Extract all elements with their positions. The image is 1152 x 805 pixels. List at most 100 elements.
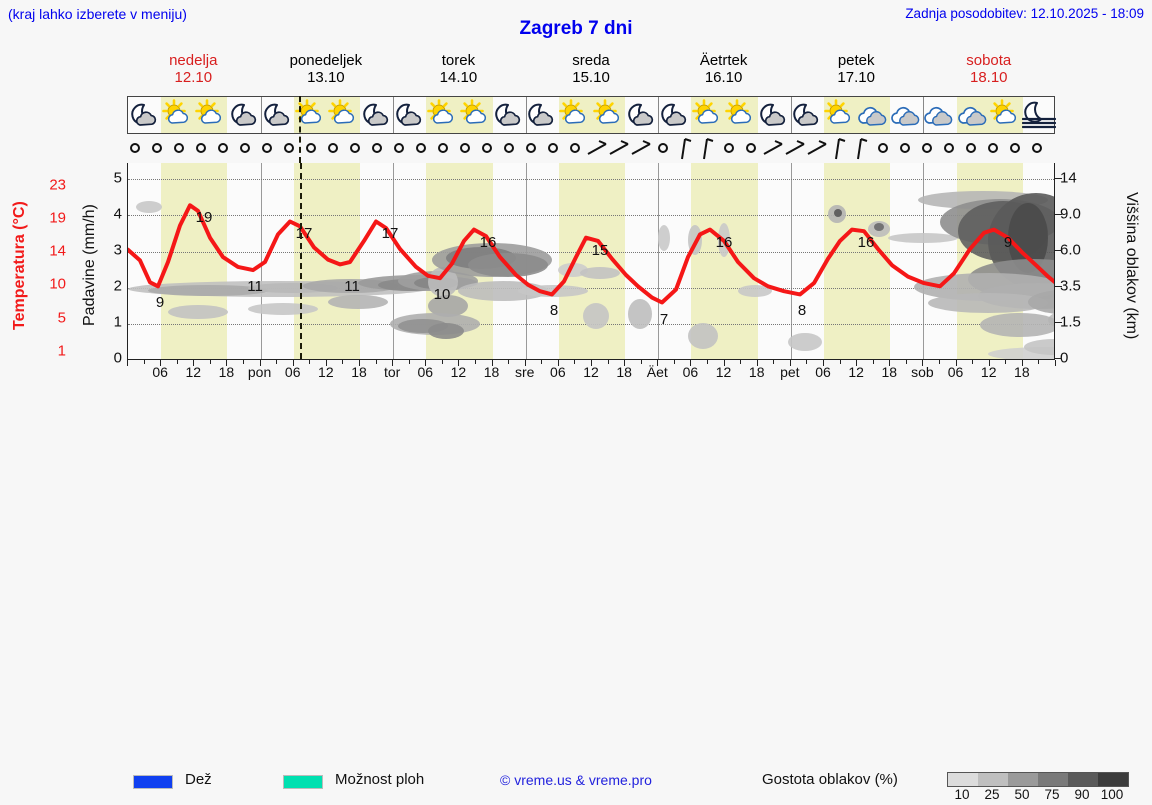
x-tick-label: 06	[682, 364, 699, 380]
density-swatch-90	[1068, 773, 1098, 786]
wind-barb	[631, 140, 651, 155]
precip-tick-4: 4	[113, 205, 122, 223]
sun-cloud-icon	[459, 99, 493, 131]
temperature-tick-19: 19	[49, 209, 66, 227]
wind-barb	[681, 138, 692, 160]
x-tick	[143, 360, 145, 364]
x-tick-label: tor	[383, 364, 401, 380]
x-tick	[574, 360, 576, 364]
moon-cloud-icon	[757, 99, 791, 131]
right-axis-tick	[1055, 358, 1062, 359]
temperature-label: 11	[247, 278, 263, 296]
cloud-density-tick-labels: 10 25 50 75 90 100	[947, 787, 1137, 805]
x-tick	[591, 360, 592, 366]
day-divider-1	[260, 97, 262, 133]
wind-barb	[218, 143, 228, 153]
wind-barb	[284, 143, 294, 153]
wind-barb	[240, 143, 250, 153]
temperature-label: 16	[857, 233, 875, 251]
day-header-row: nedelja 12.10 ponedeljek 13.10 torek 14.10 sre…	[127, 52, 1055, 88]
x-tick	[541, 360, 543, 364]
x-tick	[939, 360, 940, 364]
density-tick-100: 100	[1100, 787, 1124, 802]
temperature-label: 9	[155, 294, 165, 312]
location-hint: (kraj lahko izberete v meniju)	[8, 6, 187, 22]
wind-barb	[746, 143, 756, 153]
wind-barb	[703, 138, 714, 160]
plot-gridline-2	[128, 287, 1054, 289]
day-name: torek	[441, 52, 476, 69]
cloud-height-tick-14: 14	[1060, 169, 1077, 187]
sun-cloud-icon	[426, 99, 460, 131]
x-tick-label: 18	[483, 364, 500, 380]
day-divider-4	[658, 97, 660, 133]
x-tick-label: sob	[911, 364, 934, 380]
density-tick-10: 10	[954, 787, 970, 802]
temperature-label: 7	[659, 310, 669, 328]
day-header-3: sreda 15.10	[525, 52, 658, 88]
day-date: 16.10	[704, 69, 743, 86]
precip-tick-1: 1	[113, 313, 122, 331]
wind-barb	[658, 143, 668, 153]
x-tick	[508, 360, 510, 364]
temperature-label: 8	[549, 302, 559, 320]
x-tick	[955, 360, 957, 366]
x-tick	[905, 360, 907, 364]
wind-barb	[922, 143, 932, 153]
precipitation-axis-title: Padavine (mm/h)	[81, 204, 98, 327]
sun-cloud-icon	[327, 99, 361, 131]
day-header-4: Ä‌etrtek 16.10	[657, 52, 790, 88]
wind-barb	[438, 143, 448, 153]
wind-barb	[174, 143, 184, 153]
temperature-label: 8	[797, 302, 807, 320]
wind-barb	[944, 143, 954, 153]
moon-cloud-icon	[261, 99, 295, 131]
density-tick-50: 50	[1014, 787, 1030, 802]
day-date: 14.10	[439, 69, 478, 86]
moon-fog-icon	[1021, 99, 1057, 131]
x-tick	[707, 360, 708, 364]
last-update-label: Zadnja posodobitev: 12.10.2025 - 18:09	[905, 6, 1144, 21]
sun-cloud-icon	[989, 99, 1023, 131]
copyright-link[interactable]: © vreme.us & vreme.pro	[500, 772, 652, 788]
moon-cloud-icon	[625, 99, 659, 131]
x-tick-label: pon	[247, 364, 272, 380]
sun-cloud-icon	[294, 99, 328, 131]
wind-barb	[372, 143, 382, 153]
temperature-tick-23: 23	[49, 176, 66, 194]
wind-barb-band	[127, 136, 1055, 162]
sun-cloud-icon	[558, 99, 592, 131]
density-tick-25: 25	[984, 787, 1000, 802]
density-swatch-25	[978, 773, 1008, 786]
x-tick	[259, 360, 261, 366]
x-tick	[226, 360, 228, 366]
x-tick-label: 06	[152, 364, 168, 380]
cloud-density-legend-title: Gostota oblakov (%)	[762, 771, 898, 788]
x-tick-label: 18	[218, 364, 235, 380]
day-header-2: torek 14.10	[392, 52, 525, 88]
day-date: 17.10	[837, 69, 875, 86]
day-header-6: sobota 18.10	[922, 52, 1055, 88]
right-axis-tick	[1055, 286, 1062, 287]
plot-day-gridline-1	[260, 163, 262, 359]
wind-barb	[807, 140, 827, 155]
x-tick	[475, 360, 476, 364]
x-tick	[1005, 360, 1007, 364]
x-tick	[309, 360, 311, 364]
density-swatch-75	[1038, 773, 1068, 786]
day-date: 15.10	[572, 69, 610, 86]
temperature-label: 15	[591, 241, 609, 259]
wind-barb	[350, 143, 360, 153]
x-tick	[806, 360, 808, 364]
plot-day-gridline-5	[790, 163, 792, 359]
x-tick	[856, 360, 858, 366]
moon-cloud-icon	[128, 99, 162, 131]
wind-barb	[130, 143, 140, 153]
showers-legend-label: Možnost ploh	[335, 771, 425, 788]
day-divider-3	[525, 97, 527, 133]
x-tick	[524, 360, 526, 366]
x-tick	[839, 360, 841, 364]
density-swatch-100	[1098, 773, 1128, 786]
day-divider-6	[923, 97, 925, 133]
current-time-marker	[300, 163, 302, 359]
